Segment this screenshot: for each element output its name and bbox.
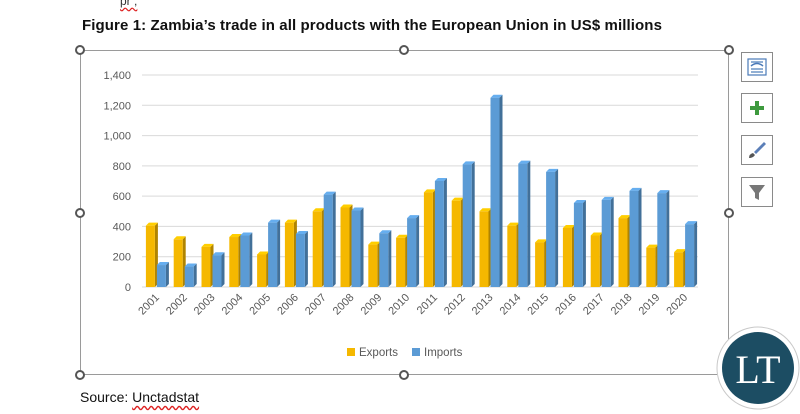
imports-bar-2003 xyxy=(212,252,225,287)
exports-bar-2009 xyxy=(368,241,381,287)
exports-bar-2011 xyxy=(423,189,436,287)
chart-filters-icon xyxy=(749,185,765,200)
imports-legend-swatch xyxy=(412,348,420,356)
exports-bar-2006 xyxy=(284,219,297,287)
exports-legend-label: Exports xyxy=(359,347,398,359)
x-tick-label: 2005 xyxy=(247,292,273,318)
exports-bar-2004 xyxy=(229,234,242,287)
top-text-fragment: pr , xyxy=(120,0,138,8)
logo-text: LT xyxy=(735,347,780,392)
imports-bar-2006 xyxy=(295,231,308,287)
resize-handle-bottom-left[interactable] xyxy=(75,370,85,380)
exports-bar-2014 xyxy=(507,222,520,287)
exports-bar-2015 xyxy=(535,239,548,287)
x-tick-label: 2018 xyxy=(609,292,635,318)
x-tick-label: 2002 xyxy=(164,292,190,318)
resize-handle-top-right[interactable] xyxy=(724,45,734,55)
x-tick-label: 2016 xyxy=(553,292,579,318)
y-tick-label: 400 xyxy=(113,221,131,233)
x-tick-label: 2004 xyxy=(220,292,246,318)
exports-bar-2018 xyxy=(618,215,631,287)
source-value: Unctadstat xyxy=(132,389,200,405)
x-tick-label: 2015 xyxy=(525,292,551,318)
exports-bar-2001 xyxy=(145,222,158,287)
imports-bar-2019 xyxy=(657,190,670,287)
imports-bar-2018 xyxy=(629,187,642,287)
imports-bar-2011 xyxy=(434,178,447,287)
imports-bar-2007 xyxy=(323,191,336,287)
resize-handle-bottom-middle[interactable] xyxy=(399,370,409,380)
exports-bar-2003 xyxy=(201,243,214,287)
exports-bar-2005 xyxy=(257,251,270,287)
imports-bar-2008 xyxy=(351,207,364,287)
exports-bar-2013 xyxy=(479,208,492,287)
x-tick-label: 2001 xyxy=(136,292,162,318)
x-tick-label: 2017 xyxy=(581,292,607,318)
x-tick-label: 2007 xyxy=(303,292,329,318)
imports-bar-2009 xyxy=(379,230,392,287)
x-tick-label: 2008 xyxy=(331,292,357,318)
exports-bar-2012 xyxy=(451,197,464,287)
imports-bar-2015 xyxy=(546,168,559,287)
x-tick-label: 2012 xyxy=(442,292,468,318)
y-tick-label: 200 xyxy=(113,252,131,264)
x-tick-label: 2006 xyxy=(275,292,301,318)
x-tick-label: 2010 xyxy=(386,292,412,318)
exports-bar-2002 xyxy=(173,236,186,287)
chart-styles-button[interactable] xyxy=(741,135,773,165)
source-label: Source: xyxy=(80,389,133,405)
x-tick-label: 2013 xyxy=(470,292,496,318)
figure-title: Figure 1: Zambia’s trade in all products… xyxy=(82,17,663,34)
x-tick-label: 2011 xyxy=(415,292,440,317)
imports-bar-2004 xyxy=(240,232,253,287)
y-tick-label: 800 xyxy=(113,161,131,173)
y-tick-label: 1,200 xyxy=(103,100,131,112)
x-tick-label: 2009 xyxy=(359,292,385,318)
exports-bar-2019 xyxy=(646,244,659,287)
imports-bar-2016 xyxy=(573,199,586,287)
imports-bar-2002 xyxy=(184,263,197,287)
chart-filters-button[interactable] xyxy=(741,177,773,207)
imports-bar-2020 xyxy=(685,221,698,287)
y-tick-label: 1,000 xyxy=(103,131,131,143)
imports-bar-2012 xyxy=(462,161,475,287)
imports-bar-2005 xyxy=(268,219,281,287)
chart-elements-icon xyxy=(750,101,764,115)
imports-bar-2014 xyxy=(518,160,531,287)
imports-legend-label: Imports xyxy=(424,347,463,359)
exports-bar-2007 xyxy=(312,208,325,287)
lt-logo: LT xyxy=(716,326,800,410)
y-tick-label: 0 xyxy=(125,282,131,294)
layout-options-button[interactable] xyxy=(741,52,773,82)
x-tick-label: 2020 xyxy=(664,292,690,318)
x-tick-label: 2014 xyxy=(498,292,524,318)
chart-elements-button[interactable] xyxy=(741,93,773,123)
imports-bar-2017 xyxy=(601,196,614,287)
exports-legend-swatch xyxy=(347,348,355,356)
imports-bar-2001 xyxy=(156,262,169,287)
exports-bar-2016 xyxy=(562,224,575,287)
exports-bar-2017 xyxy=(590,232,603,287)
exports-bar-2010 xyxy=(396,234,409,287)
resize-handle-middle-right[interactable] xyxy=(724,208,734,218)
resize-handle-top-middle[interactable] xyxy=(399,45,409,55)
chart-styles-icon xyxy=(749,142,766,158)
x-tick-label: 2003 xyxy=(192,292,218,318)
imports-bar-2010 xyxy=(407,215,420,287)
imports-bar-2013 xyxy=(490,94,503,287)
y-tick-label: 600 xyxy=(113,191,131,203)
y-tick-label: 1,400 xyxy=(103,70,131,82)
exports-bar-2020 xyxy=(674,249,687,287)
layout-options-icon xyxy=(747,58,767,76)
resize-handle-middle-left[interactable] xyxy=(75,208,85,218)
exports-bar-2008 xyxy=(340,204,353,287)
resize-handle-top-left[interactable] xyxy=(75,45,85,55)
x-tick-label: 2019 xyxy=(637,292,663,318)
source-note: Source: Unctadstat xyxy=(80,389,199,405)
